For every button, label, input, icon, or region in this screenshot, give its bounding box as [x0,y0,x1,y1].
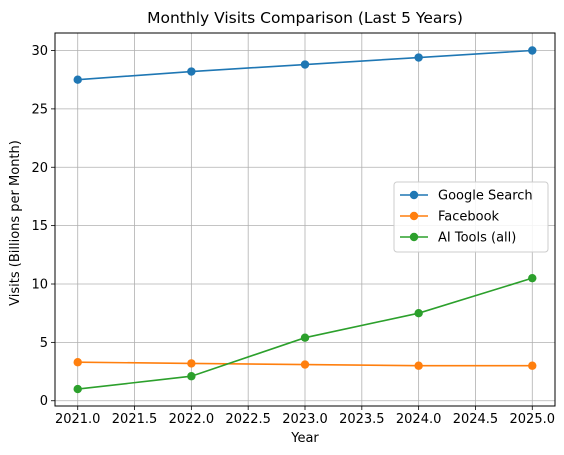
google-search-point [73,75,82,84]
x-tick-label: 2022.5 [225,412,271,427]
x-tick-label: 2023.0 [282,412,328,427]
y-tick-label: 15 [31,219,48,234]
facebook-point [73,358,82,367]
google-search-point [414,53,423,62]
x-tick-label: 2021.5 [112,412,158,427]
x-axis-title: Year [290,431,319,446]
y-tick-label: 10 [31,278,48,293]
legend-ai-tools-all-label: AI Tools (all) [438,231,516,246]
axis-ticks: 2021.0 2021.5 2022.0 2022.5 2023.0 2023.5 2024… [31,44,555,427]
series-lines [73,46,537,394]
x-tick-label: 2024.5 [453,412,499,427]
y-tick-label: 0 [40,394,48,409]
x-tick-label: 2021.0 [55,412,101,427]
ai-tools-all-point [528,273,537,283]
ai-tools-all-point [73,384,82,394]
ai-tools-all-point [187,372,196,381]
y-axis-title: Visits (Billions per Month) [8,140,23,306]
x-tick-label: 2022.0 [169,412,215,427]
legend-google-search-marker [409,190,419,200]
facebook-point [528,361,537,370]
google-search-point [300,60,310,69]
x-tick-label: 2024.0 [396,412,442,427]
legend: Google Search Facebook AI Tools (all) [393,181,549,253]
legend-facebook-label: Facebook [438,210,500,225]
y-tick-label: 20 [31,161,48,176]
y-tick-label: 5 [40,336,48,351]
y-tick-label: 25 [31,102,48,117]
ai-tools-all-point [414,308,423,318]
chart-title: Monthly Visits Comparison (Last 5 Years) [147,9,463,27]
x-tick-label: 2025.0 [510,412,556,427]
legend-google-search-label: Google Search [438,189,533,204]
y-tick-label: 30 [31,44,48,59]
facebook-point [414,361,423,370]
ai-tools-all-point [300,333,310,342]
legend-box [393,181,549,253]
legend-ai-tools-all-marker [409,232,419,242]
facebook-point [187,359,196,368]
facebook-point [300,360,310,369]
google-search-point [528,46,537,55]
google-search-point [187,67,196,76]
legend-facebook-marker [409,211,419,221]
x-tick-label: 2023.5 [339,412,385,427]
